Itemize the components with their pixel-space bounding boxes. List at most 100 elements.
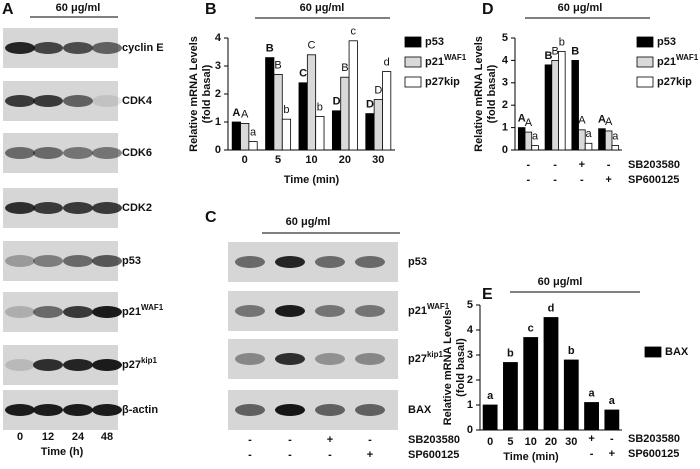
label: 4 [502, 54, 509, 66]
significance-letter: b [568, 345, 575, 357]
blot-band [275, 404, 305, 416]
legend-swatch [404, 76, 422, 88]
label: p53 [122, 255, 141, 267]
significance-letter: B [551, 45, 558, 57]
label-text: CDK6 [122, 147, 152, 159]
blot-band [315, 305, 345, 317]
y-label-line: (fold basal) [486, 64, 498, 123]
y-label-line: Relative mRNA Levels [473, 36, 485, 152]
significance-letter: d [384, 57, 390, 69]
label: 60 μg/ml [538, 276, 583, 288]
label: + [367, 449, 373, 461]
label: 1 [467, 399, 473, 411]
label-sup: kip1 [141, 356, 158, 365]
legend-swatch [404, 56, 422, 68]
significance-letter: c [528, 322, 534, 334]
bar [331, 110, 342, 151]
label: 0 [215, 144, 221, 156]
label: p21WAF1 [122, 303, 164, 318]
bar [584, 142, 593, 151]
bar [273, 74, 283, 151]
y-label-line: (fold basal) [455, 338, 467, 397]
label: SP600125 [628, 174, 679, 186]
label: β-actin [122, 404, 158, 416]
label: p53 [408, 256, 427, 268]
label: C [205, 209, 217, 226]
significance-letter: D [374, 85, 382, 97]
y-axis-label: Relative mRNA Levels(fold basal) [473, 36, 498, 152]
significance-letter: C [308, 40, 316, 52]
label: 60 μg/ml [286, 216, 331, 228]
blot-band [63, 255, 93, 267]
label: 60 μg/ml [558, 2, 603, 14]
label: 2 [502, 99, 508, 111]
blot-band [92, 255, 122, 267]
label-text: p21 [408, 305, 427, 317]
bar [240, 123, 250, 151]
bar [231, 121, 241, 151]
significance-letter: A [518, 113, 526, 125]
blot-band [63, 147, 93, 159]
label: SB203580 [628, 433, 680, 445]
label: - [553, 159, 557, 171]
significance-letter: A [605, 116, 613, 128]
label: 5 [467, 299, 473, 311]
blot-band [5, 255, 35, 267]
blot-band [33, 42, 63, 54]
label: - [288, 434, 292, 446]
label: 30 [565, 436, 577, 448]
blot-band [355, 353, 385, 365]
label-text: p53 [425, 36, 444, 48]
label: CDK6 [122, 147, 152, 159]
label: 2 [215, 88, 221, 100]
label-text: p27 [122, 359, 141, 371]
label: SB203580 [408, 434, 460, 446]
bar [340, 76, 350, 151]
label: CDK4 [122, 95, 153, 107]
blot-band [63, 404, 93, 416]
bar [482, 404, 498, 431]
blot-band [315, 404, 345, 416]
label: 5 [275, 154, 281, 166]
label: Time (h) [41, 446, 84, 458]
label: - [527, 159, 531, 171]
blot-band [92, 147, 122, 159]
label: 10 [525, 436, 537, 448]
significance-letter: B [266, 43, 274, 55]
label: 3 [215, 60, 221, 72]
label-text: CDK2 [122, 202, 152, 214]
significance-letter: b [559, 36, 565, 48]
blot-band [63, 42, 93, 54]
label: 48 [101, 431, 113, 443]
significance-letter: C [299, 68, 307, 80]
bar [523, 337, 539, 431]
label-text: p27kip [425, 76, 460, 88]
label: p53 [425, 36, 444, 48]
label: E [482, 286, 493, 303]
label: 30 [372, 154, 384, 166]
significance-letter: a [609, 395, 616, 407]
label-text: BAX [665, 346, 689, 358]
blot-band [275, 256, 305, 268]
label-text: p27kip [657, 76, 692, 88]
significance-letter: c [351, 26, 357, 38]
bar [517, 127, 526, 151]
label: D [482, 1, 494, 18]
label: Time (min) [284, 174, 340, 186]
blot-band [92, 404, 122, 416]
significance-letter: d [548, 302, 555, 314]
blot-band [5, 95, 35, 107]
label: 60 μg/ml [56, 2, 101, 14]
blot-band [63, 202, 93, 214]
blot-band [5, 202, 35, 214]
bar [503, 362, 518, 431]
label: - [580, 174, 584, 186]
blot-band [5, 359, 35, 371]
significance-letter: A [525, 117, 533, 129]
bar [544, 64, 553, 151]
bar [563, 359, 579, 431]
label: 1 [502, 122, 508, 134]
blot-band [33, 147, 63, 159]
label: - [610, 433, 614, 445]
label: - [368, 434, 372, 446]
